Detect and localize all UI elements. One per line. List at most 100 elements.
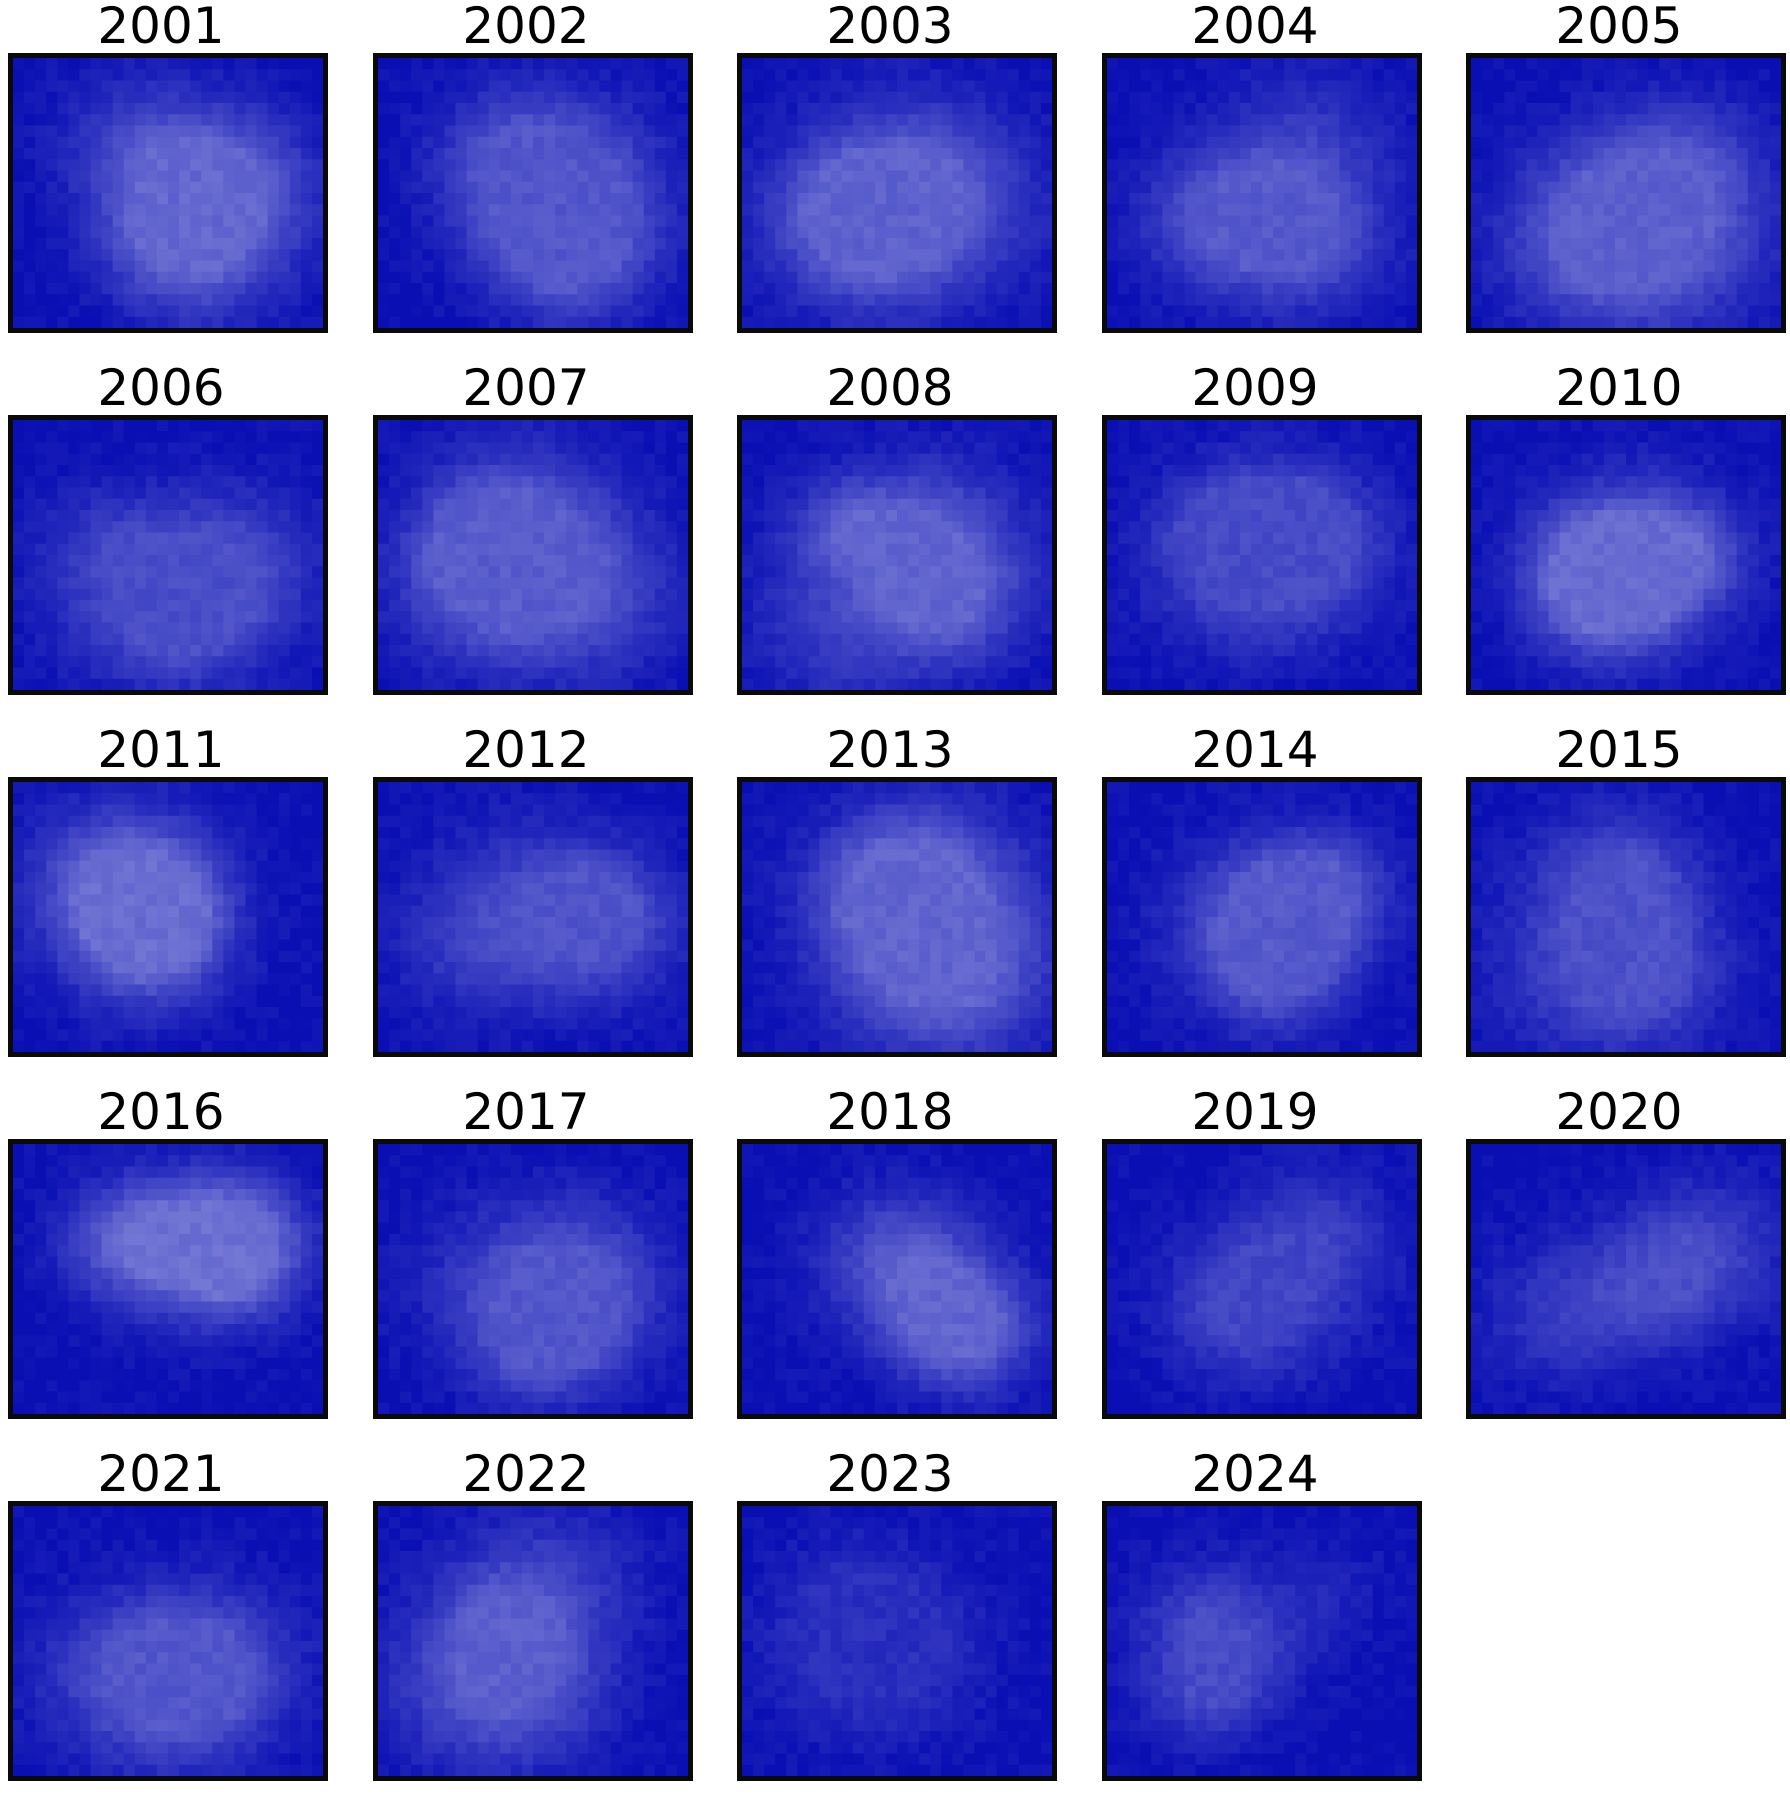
panel-title: 2011 [97, 721, 225, 779]
panel-title: 2006 [97, 359, 225, 417]
heatmap-image [1102, 1139, 1422, 1419]
heatmap-svg [13, 1506, 323, 1776]
panel-title: 2005 [1555, 0, 1683, 55]
heatmap-cells [1107, 420, 1417, 690]
heatmap-svg [13, 58, 323, 328]
heatmap-cells [13, 1506, 323, 1776]
heatmap-svg [742, 58, 1052, 328]
heatmap-cells [1107, 1144, 1417, 1414]
panel-2001: 2001 [0, 0, 328, 335]
panel-2014: 2014 [1094, 721, 1422, 1059]
panel-2004: 2004 [1094, 0, 1422, 335]
panel-title: 2007 [462, 359, 590, 417]
heatmap-cells [1471, 782, 1781, 1052]
heatmap-svg [1107, 1506, 1417, 1776]
heatmap-cells [1471, 420, 1781, 690]
panel-2012: 2012 [365, 721, 693, 1059]
heatmap-svg [13, 782, 323, 1052]
panel-title: 2024 [1191, 1445, 1319, 1503]
panel-title: 2014 [1191, 721, 1319, 779]
panel-2016: 2016 [0, 1086, 328, 1421]
heatmap-svg [742, 1506, 1052, 1776]
heatmap-image [737, 53, 1057, 333]
heatmap-image [1466, 53, 1786, 333]
heatmap-image [737, 1501, 1057, 1781]
panel-title: 2010 [1555, 359, 1683, 417]
heatmap-cells [1471, 1144, 1781, 1414]
panel-2020: 2020 [1458, 1083, 1786, 1421]
panel-title: 2003 [826, 0, 954, 55]
heatmap-svg [1107, 58, 1417, 328]
panel-2002: 2002 [365, 0, 693, 335]
heatmap-cells [742, 1506, 1052, 1776]
heatmap-svg [378, 1506, 688, 1776]
panel-2022: 2022 [365, 1445, 693, 1783]
heatmap-svg [13, 1144, 323, 1414]
panel-2015: 2015 [1458, 721, 1786, 1059]
panel-title: 2022 [462, 1445, 590, 1503]
heatmap-svg [742, 1144, 1052, 1414]
heatmap-svg [1107, 1144, 1417, 1414]
panel-title: 2020 [1555, 1083, 1683, 1141]
heatmap-cells [742, 782, 1052, 1052]
heatmap-cells [742, 420, 1052, 690]
panel-title: 2018 [826, 1083, 954, 1141]
panel-2010: 2010 [1458, 359, 1786, 697]
panel-2018: 2018 [729, 1083, 1057, 1421]
heatmap-image [373, 777, 693, 1057]
heatmap-svg [378, 1144, 688, 1414]
panel-2017: 2017 [365, 1083, 693, 1421]
panel-title: 2012 [462, 721, 590, 779]
panel-title: 2008 [826, 359, 954, 417]
heatmap-image [737, 1139, 1057, 1419]
panel-2023: 2023 [729, 1445, 1057, 1783]
heatmap-image [1466, 415, 1786, 695]
heatmap-image [1466, 1139, 1786, 1419]
panel-title: 2017 [462, 1083, 590, 1141]
heatmap-cells [13, 782, 323, 1052]
heatmap-image [8, 53, 328, 333]
heatmap-svg [378, 782, 688, 1052]
heatmap-cells [378, 1144, 688, 1414]
heatmap-image [1102, 53, 1422, 333]
panel-2009: 2009 [1094, 359, 1422, 697]
heatmap-cells [13, 420, 323, 690]
heatmap-svg [1471, 1144, 1781, 1414]
heatmap-cells [378, 420, 688, 690]
heatmap-cells [1471, 58, 1781, 328]
panel-2019: 2019 [1094, 1083, 1422, 1421]
heatmap-cells [13, 1144, 323, 1414]
heatmap-cells [13, 58, 323, 328]
panel-title: 2001 [97, 0, 225, 55]
panel-title: 2009 [1191, 359, 1319, 417]
heatmap-cells [378, 58, 688, 328]
heatmap-svg [378, 58, 688, 328]
heatmap-image [8, 1139, 328, 1419]
heatmap-cells [1107, 782, 1417, 1052]
heatmap-svg [1107, 782, 1417, 1052]
heatmap-image [1466, 777, 1786, 1057]
heatmap-cells [378, 1506, 688, 1776]
panel-2008: 2008 [729, 359, 1057, 697]
heatmap-svg [13, 420, 323, 690]
panel-title: 2019 [1191, 1083, 1319, 1141]
heatmap-image [737, 777, 1057, 1057]
panel-2007: 2007 [365, 359, 693, 697]
heatmap-image [737, 415, 1057, 695]
panel-title: 2015 [1555, 721, 1683, 779]
heatmap-cells [742, 1144, 1052, 1414]
heatmap-image [373, 1501, 693, 1781]
panel-2013: 2013 [729, 724, 1057, 1059]
panel-title: 2023 [826, 1445, 954, 1503]
panel-2011: 2011 [0, 721, 328, 1059]
heatmap-svg [742, 782, 1052, 1052]
heatmap-svg [1471, 58, 1781, 328]
panel-title: 2021 [97, 1445, 225, 1503]
heatmap-svg [742, 420, 1052, 690]
heatmap-cells [1107, 1506, 1417, 1776]
heatmap-image [8, 415, 328, 695]
heatmap-svg [1471, 420, 1781, 690]
heatmap-cells [1107, 58, 1417, 328]
panel-2021: 2021 [0, 1445, 328, 1783]
